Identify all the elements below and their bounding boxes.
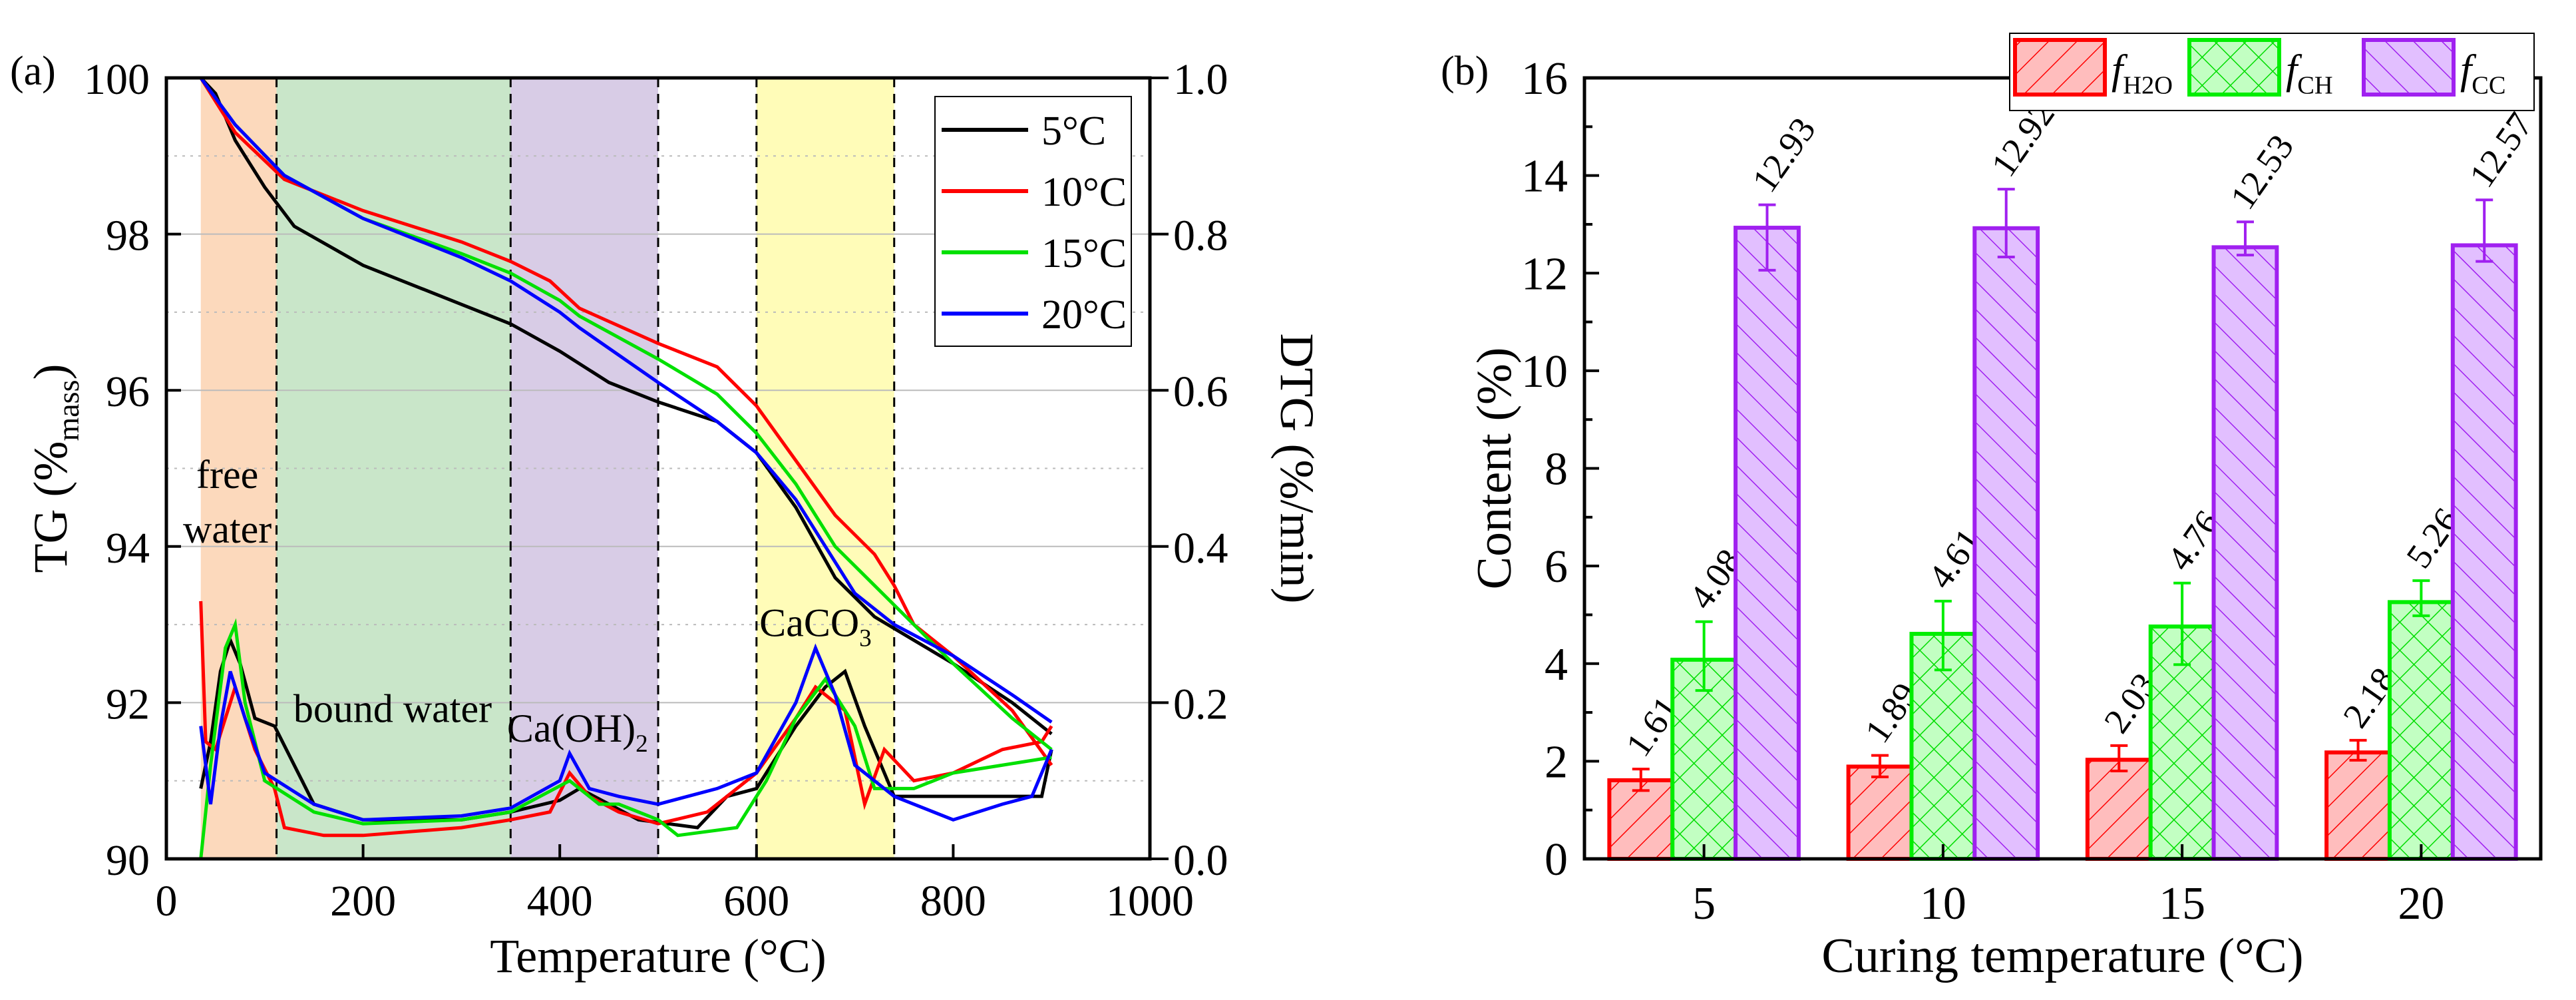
x-tick-label: 10 — [1920, 878, 1966, 929]
x-axis-title: Curing temperature (°C) — [1821, 929, 2303, 983]
y2-axis-title: DTG (%/min) — [1270, 334, 1324, 604]
y2-tick-label: 1.0 — [1173, 55, 1228, 104]
annotation-sub: 3 — [859, 625, 872, 652]
bar-5-2 — [1734, 226, 1801, 861]
annotation: Ca(OH)2 — [507, 706, 648, 758]
y-tick-label: 96 — [106, 368, 150, 416]
y-tick-label: 92 — [106, 680, 150, 728]
legend-swatch — [2013, 38, 2107, 97]
x-tick-label: 600 — [723, 877, 789, 925]
bar-5-1 — [1670, 657, 1738, 861]
tg-line-0 — [199, 77, 1053, 736]
legend-label: fH2O — [2112, 47, 2173, 100]
y-axis-title-end: ) — [24, 364, 77, 380]
legend-swatch — [2187, 38, 2281, 97]
x-tick-label: 5 — [1692, 878, 1716, 929]
bar-15-2 — [2211, 245, 2279, 862]
bar-20-0 — [2324, 750, 2392, 861]
y2-tick-label: 0.6 — [1173, 368, 1228, 416]
annotation-main: free — [196, 453, 258, 497]
annotation: free — [196, 453, 258, 497]
y-tick-label: 16 — [1521, 53, 1568, 105]
panel-label: (a) — [10, 49, 56, 94]
x-tick-label: 15 — [2159, 878, 2205, 929]
annotation-sub: 2 — [636, 730, 648, 758]
y-tick-label: 6 — [1545, 541, 1568, 593]
annotation: CaCO3 — [759, 601, 872, 652]
annotation-main: bound water — [293, 687, 492, 731]
dtg-line-2 — [199, 618, 1052, 860]
legend-label-sub: CH — [2297, 72, 2332, 100]
tg-line-3 — [199, 77, 1053, 724]
data-label: 12.53 — [2223, 127, 2302, 216]
y-tick-label: 94 — [106, 524, 150, 573]
y2-tick-label: 0.0 — [1173, 836, 1228, 885]
y-tick-label: 2 — [1545, 736, 1568, 788]
y-tick-label: 98 — [106, 212, 150, 260]
tg-dtg-chart: 0 200 400 600 800 1000 90 92 94 96 98 100 0.0 0.2 0.4 0… — [10, 49, 1324, 983]
y-axis-title: TG (%mass) — [24, 364, 85, 573]
y-axis-title-main: TG (% — [24, 441, 77, 573]
annotation: bound water — [293, 687, 492, 731]
legend-box — [934, 96, 1132, 347]
legend-label: 20°C — [1041, 292, 1127, 338]
annotation-main: Ca(OH) — [507, 706, 636, 750]
legend: 5°C 10°C 15°C 20°C — [934, 96, 1132, 347]
y-tick-label: 4 — [1545, 639, 1568, 690]
legend-swatch — [2362, 38, 2456, 97]
dtg-line-3 — [199, 643, 1053, 822]
y-tick-label: 14 — [1521, 151, 1568, 202]
legend-label: 5°C — [1041, 109, 1106, 154]
bar-20-2 — [2450, 243, 2518, 862]
bar-10-0 — [1846, 764, 1914, 861]
legend-label: 15°C — [1041, 231, 1127, 276]
y-tick-label: 0 — [1545, 834, 1568, 885]
bar-10-2 — [1972, 226, 2040, 861]
x-tick-label: 0 — [156, 877, 178, 925]
bar-15-0 — [2085, 758, 2153, 862]
y-axis-title: Content (%) — [1467, 348, 1522, 590]
legend-label: 10°C — [1041, 170, 1127, 215]
annotation-main: water — [183, 507, 272, 551]
plot-frame — [164, 76, 1152, 861]
panel-label: (b) — [1441, 49, 1489, 94]
annotation: water — [183, 507, 272, 551]
bar-20-1 — [2387, 600, 2455, 861]
legend: fH2O fCH fCC — [2009, 33, 2535, 111]
y-tick-label: 8 — [1545, 444, 1568, 495]
x-tick-label: 400 — [527, 877, 593, 925]
y-tick-label: 10 — [1521, 346, 1568, 397]
content-bar-chart: 1.614.0812.9351.894.6112.92102.034.7612.… — [1441, 33, 2543, 983]
bar-5-0 — [1607, 778, 1675, 862]
x-tick-label: 200 — [330, 877, 396, 925]
x-tick-label: 800 — [920, 877, 986, 925]
y-tick-label: 100 — [84, 55, 150, 104]
x-axis-title: Temperature (°C) — [490, 929, 827, 983]
x-tick-label: 1000 — [1106, 877, 1194, 925]
y2-tick-label: 0.2 — [1173, 680, 1228, 728]
data-label: 12.57 — [2462, 105, 2541, 194]
y2-tick-label: 0.4 — [1173, 524, 1228, 573]
legend-label-sub: H2O — [2123, 72, 2173, 100]
y-tick-label: 12 — [1521, 248, 1568, 300]
annotation-main: CaCO — [759, 601, 859, 645]
legend-label-sub: CC — [2472, 72, 2505, 100]
y-axis-title-sub: mass — [51, 380, 85, 441]
x-tick-label: 20 — [2398, 878, 2444, 929]
y-tick-label: 90 — [106, 836, 150, 885]
data-label: 12.93 — [1744, 111, 1823, 200]
y2-tick-label: 0.8 — [1173, 212, 1228, 260]
